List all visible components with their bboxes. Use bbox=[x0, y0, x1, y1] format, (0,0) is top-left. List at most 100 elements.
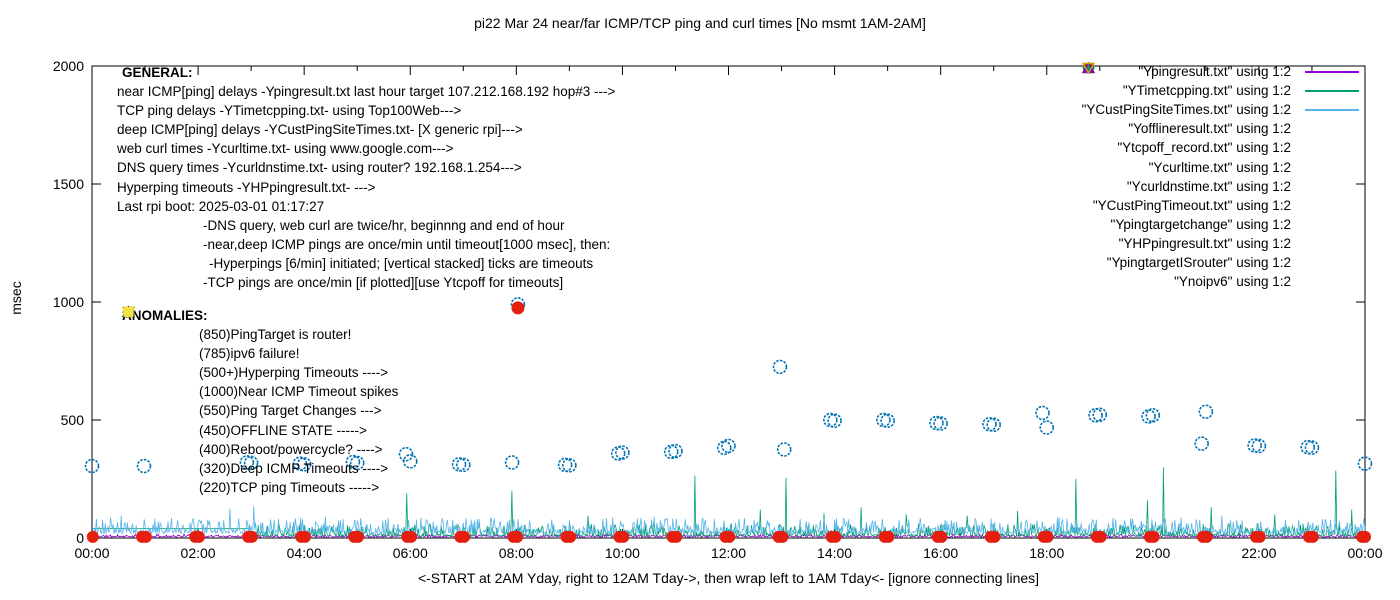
anomaly-item-label: (220)TCP ping Timeouts -----> bbox=[199, 479, 380, 495]
curl-time-point bbox=[1194, 436, 1209, 451]
anomaly-item-label: (320)Deep ICMP Timeouts ----> bbox=[199, 460, 389, 476]
dns-time-point bbox=[882, 530, 895, 543]
curl-time-point bbox=[1088, 407, 1103, 423]
curl-time-point bbox=[615, 445, 630, 460]
legend-item-label: "Ypingtargetchange" using 1:2 bbox=[1110, 216, 1291, 232]
curl-time-point bbox=[721, 438, 736, 454]
dns-time-point bbox=[1041, 530, 1054, 543]
curl-time-point bbox=[345, 454, 361, 470]
curl-time-point bbox=[349, 455, 365, 471]
dns-time-point bbox=[829, 530, 842, 543]
dns-time-point bbox=[1359, 530, 1371, 543]
curl-time-point bbox=[292, 456, 308, 471]
curl-time-point bbox=[136, 458, 152, 474]
chart-title: pi22 Mar 24 near/far ICMP/TCP ping and c… bbox=[474, 15, 926, 31]
curl-time-point bbox=[1300, 439, 1316, 455]
curl-time-point bbox=[668, 443, 683, 459]
curl-time-point bbox=[504, 455, 520, 470]
x-axis-label: <-START at 2AM Yday, right to 12AM Tday-… bbox=[417, 570, 1040, 586]
legend-item: "YCustPingTimeout.txt" using 1:2 bbox=[1081, 62, 1365, 215]
dns-time-point bbox=[511, 530, 524, 543]
curl-time-point bbox=[823, 412, 838, 428]
general-line: deep ICMP[ping] delays -YCustPingSiteTim… bbox=[117, 122, 523, 138]
dns-time-point bbox=[86, 530, 99, 543]
dns-time-point bbox=[776, 530, 789, 543]
general-line: near ICMP[ping] delays -Ypingresult.txt … bbox=[117, 84, 616, 100]
curl-time-point bbox=[663, 444, 679, 460]
curl-time-point bbox=[296, 457, 312, 472]
dns-time-point bbox=[192, 530, 205, 543]
x-tick-label: 22:00 bbox=[1241, 545, 1276, 561]
y-tick-label: 1000 bbox=[53, 294, 84, 310]
dns-time-point bbox=[1147, 530, 1160, 543]
anomaly-item: (500+)Hyperping Timeouts ----> bbox=[122, 306, 398, 382]
anomalies-heading: ANOMALIES: bbox=[122, 308, 208, 323]
legend-item: "YTimetcpping.txt" using 1:2 bbox=[1082, 81, 1365, 100]
x-tick-label: 04:00 bbox=[287, 545, 322, 561]
curl-time-point bbox=[772, 359, 788, 375]
x-tick-label: 12:00 bbox=[711, 545, 746, 561]
curl-time-point bbox=[455, 457, 471, 473]
dns-time-outlier-point bbox=[511, 301, 525, 315]
x-tick-label: 08:00 bbox=[499, 545, 534, 561]
plot-legend: "Ypingresult.txt" using 1:2 "YTimetcpping… bbox=[1081, 62, 1365, 291]
legend-item: "YHPpingresult.txt" using 1:2 bbox=[1082, 62, 1365, 253]
triangle-down-open-icon bbox=[1081, 62, 1095, 74]
general-line: web curl times -Ycurltime.txt- using www… bbox=[117, 141, 454, 157]
general-line: Hyperping timeouts -YHPpingresult.txt- -… bbox=[117, 179, 376, 195]
curl-time-point bbox=[1145, 407, 1161, 423]
curl-time-point bbox=[876, 412, 891, 428]
legend-line-sample bbox=[1305, 89, 1359, 92]
anomaly-item: (400)Reboot/powercycle? ----> bbox=[122, 440, 398, 459]
curl-time-point bbox=[1304, 440, 1320, 455]
curl-time-point bbox=[716, 440, 732, 456]
general-line: -Hyperpings [6/min] initiated; [vertical… bbox=[209, 255, 594, 271]
curl-time-point bbox=[402, 453, 418, 469]
general-line: DNS query times -Ycurldnstime.txt- using… bbox=[117, 160, 522, 176]
anomaly-item: (550)Ping Target Changes ---> bbox=[122, 306, 398, 420]
curl-time-point bbox=[562, 458, 577, 473]
dns-time-point bbox=[1094, 530, 1107, 543]
legend-item: "Ycurldnstime.txt" using 1:2 bbox=[1082, 62, 1365, 196]
curl-time-point bbox=[1357, 456, 1373, 471]
curl-time-point bbox=[929, 415, 944, 431]
curl-time-point bbox=[880, 413, 895, 429]
legend-item: "Ypingtargetchange" using 1:2 bbox=[1082, 62, 1365, 234]
x-tick-label: 20:00 bbox=[1135, 545, 1170, 561]
dns-time-point bbox=[298, 530, 311, 543]
curl-time-point bbox=[1198, 404, 1214, 420]
y-tick-label: 1500 bbox=[53, 176, 84, 192]
dns-time-point bbox=[405, 530, 418, 543]
curl-time-point bbox=[1039, 420, 1055, 435]
anomaly-item: (450)OFFLINE STATE -----> bbox=[122, 306, 398, 440]
legend-item: "Ypingresult.txt" using 1:2 bbox=[1082, 62, 1365, 81]
x-tick-label: 06:00 bbox=[393, 545, 428, 561]
square-filled-icon bbox=[123, 307, 134, 317]
curl-time-point bbox=[557, 457, 573, 473]
general-line: Last rpi boot: 2025-03-01 01:17:27 bbox=[117, 198, 325, 214]
general-line: -TCP pings are once/min [if plotted][use… bbox=[203, 275, 564, 291]
legend-line-sample bbox=[1305, 108, 1359, 111]
anomaly-item-label: (850)PingTarget is router! bbox=[199, 327, 352, 343]
curl-time-point bbox=[398, 446, 414, 462]
dns-time-point bbox=[723, 530, 736, 543]
anomaly-item-label: (450)OFFLINE STATE -----> bbox=[199, 422, 367, 438]
dns-time-point bbox=[352, 530, 365, 543]
dns-time-point bbox=[1253, 530, 1266, 543]
x-tick-label: 10:00 bbox=[605, 545, 640, 561]
legend-item: "Ynoipv6" using 1:2 bbox=[1081, 62, 1365, 291]
x-tick-label: 00:00 bbox=[74, 545, 109, 561]
curl-time-point bbox=[827, 413, 842, 429]
dns-time-point bbox=[670, 530, 683, 543]
legend-item: "YCustPingSiteTimes.txt" using 1:2 bbox=[1082, 100, 1365, 119]
legend-item: "Ytcpoff_record.txt" using 1:2 bbox=[1082, 63, 1365, 157]
anomaly-item-label: (785)ipv6 failure! bbox=[199, 346, 300, 362]
x-tick-label: 00:00 bbox=[1347, 545, 1382, 561]
general-heading: GENERAL: bbox=[122, 65, 193, 80]
anomaly-item: (1000)Near ICMP Timeout spikes bbox=[122, 382, 398, 401]
series-line-YTimetcpping-txt bbox=[92, 467, 1366, 538]
curl-time-point bbox=[1035, 405, 1050, 421]
legend-item: "Ycurltime.txt" using 1:2 bbox=[1082, 62, 1365, 176]
